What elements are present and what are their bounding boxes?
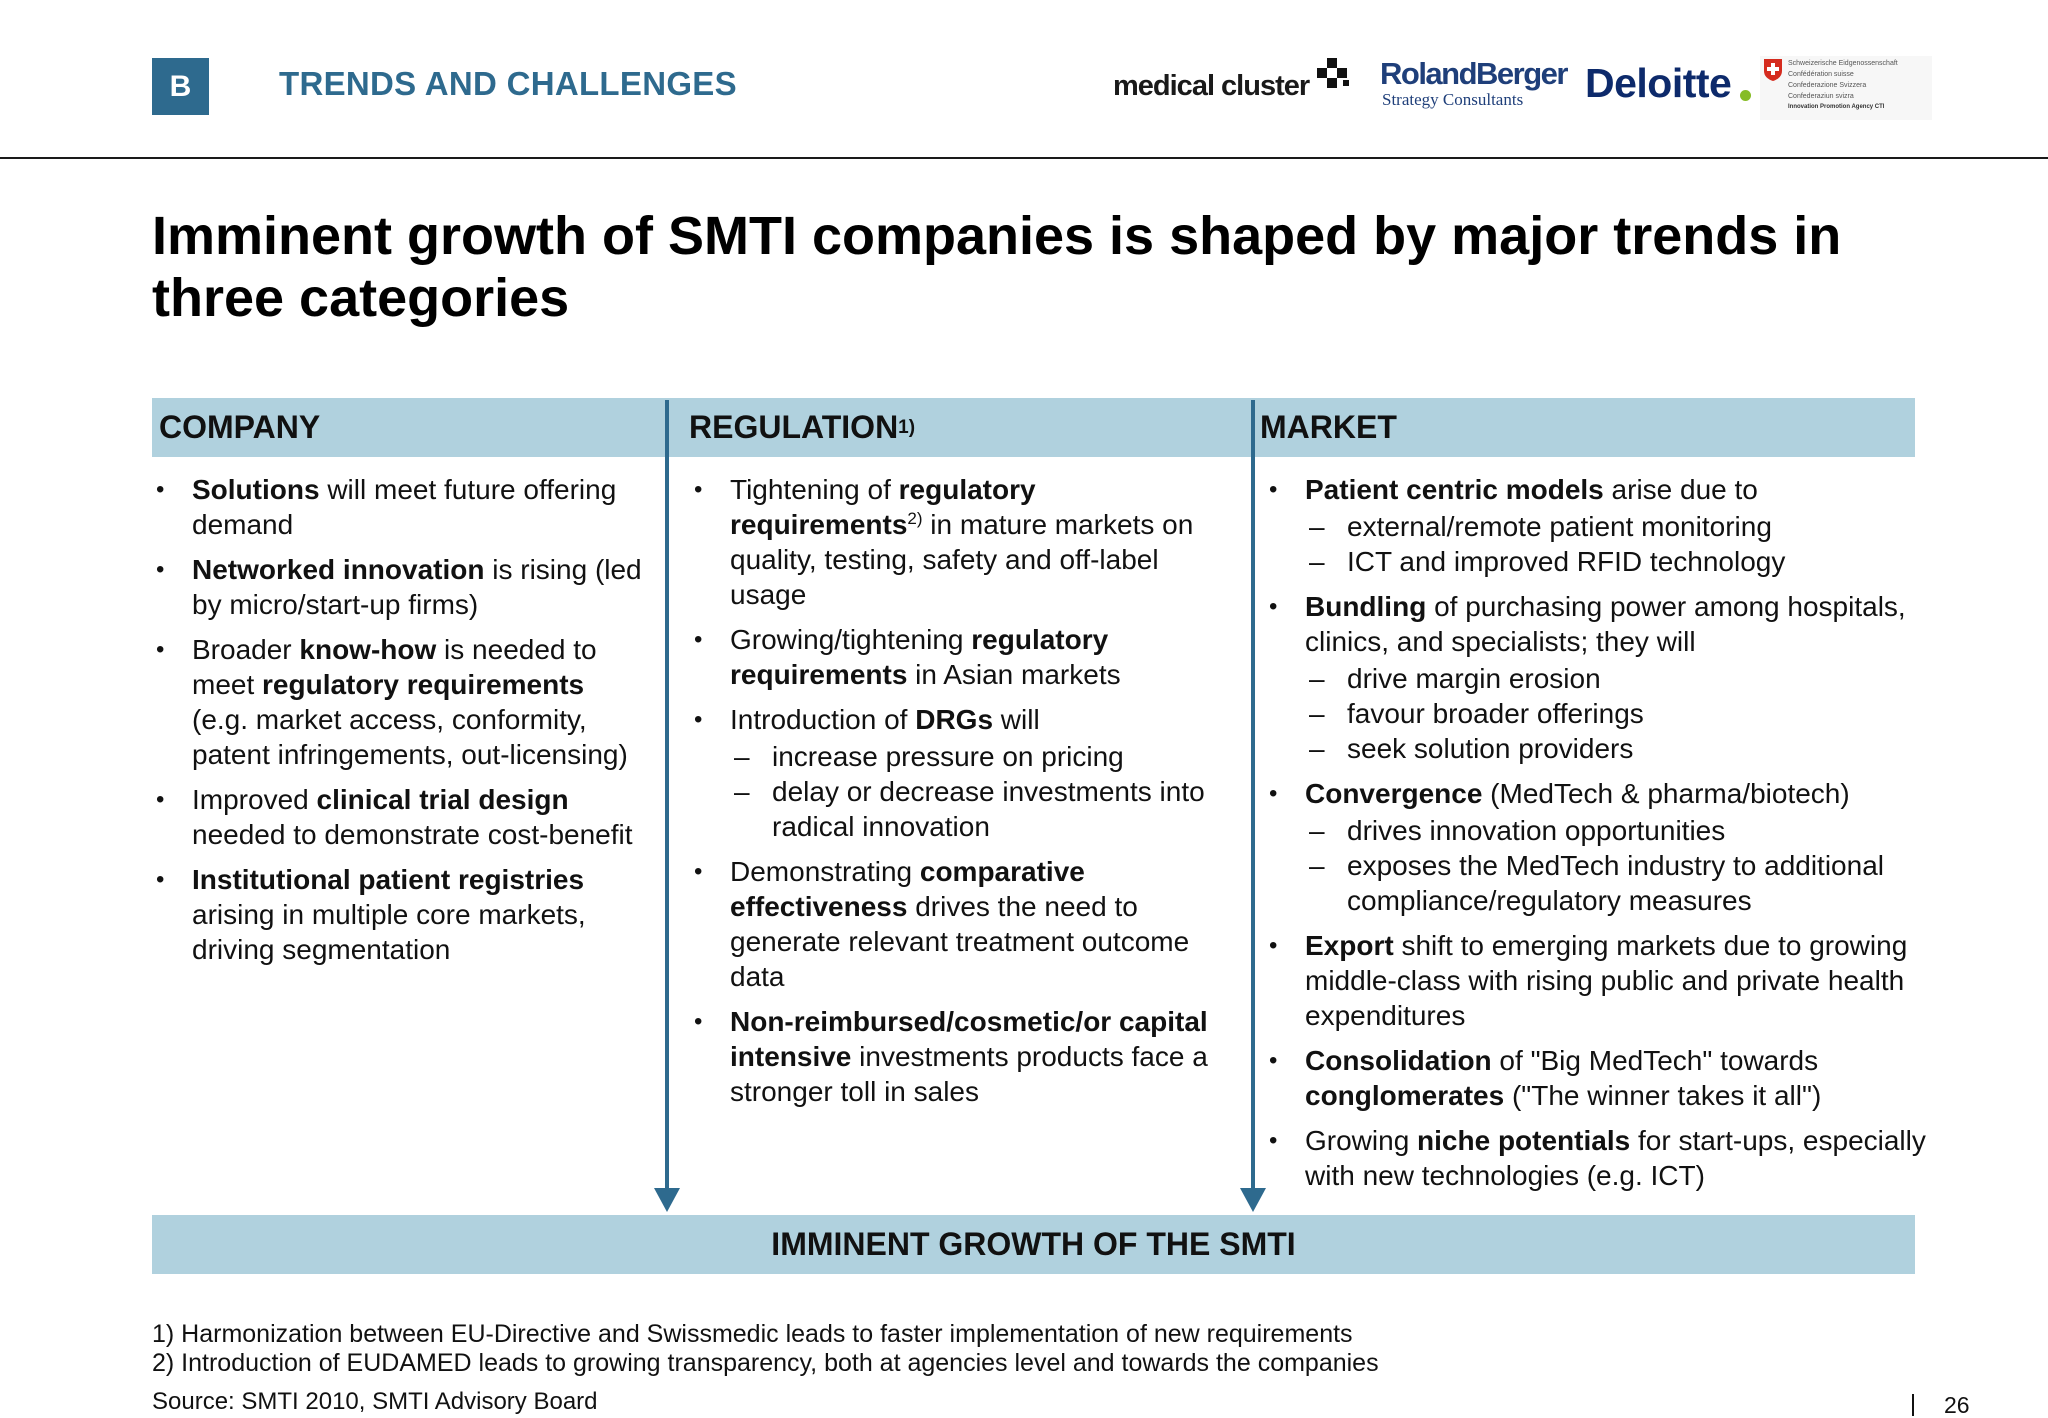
roland-berger-logo-name: RolandBerger	[1380, 56, 1568, 91]
bullet-item: Solutions will meet future offering dema…	[152, 472, 647, 542]
market-column: Patient centric models arise due to exte…	[1265, 472, 1930, 1203]
growth-band: IMMINENT GROWTH OF THE SMTI	[152, 1215, 1915, 1274]
bullet-item: Improved clinical trial design needed to…	[152, 782, 647, 852]
swiss-confederation-logo: Schweizerische Eidgenossenschaft Confédé…	[1760, 56, 1932, 120]
bullet-item: Non-reimbursed/cosmetic/or capital inten…	[690, 1004, 1230, 1109]
page-number: 26	[1944, 1392, 1970, 1418]
swiss-cross-icon	[1764, 59, 1782, 81]
sub-bullet-item: increase pressure on pricing	[730, 739, 1230, 774]
arrow-down-icon	[1240, 400, 1266, 1212]
deloitte-logo: Deloitte	[1585, 58, 1760, 108]
bullet-item: Patient centric models arise due to exte…	[1265, 472, 1930, 579]
regulation-column-heading: REGULATION 1)	[664, 398, 1250, 457]
market-column-heading: MARKET	[1250, 398, 1915, 457]
sub-bullet-item: delay or decrease investments into radic…	[730, 774, 1230, 844]
sub-bullet-item: drives innovation opportunities	[1305, 813, 1930, 848]
footnote-1: 1) Harmonization between EU-Directive an…	[152, 1320, 1353, 1348]
sub-bullet-item: exposes the MedTech industry to addition…	[1305, 848, 1930, 918]
source-note: Source: SMTI 2010, SMTI Advisory Board	[152, 1388, 598, 1415]
medical-cluster-logo-text: medical cluster	[1113, 70, 1310, 102]
sub-bullet-item: seek solution providers	[1305, 731, 1930, 766]
bullet-item: Consolidation of "Big MedTech" towards c…	[1265, 1043, 1930, 1113]
company-column: Solutions will meet future offering dema…	[152, 472, 647, 977]
bullet-item: Networked innovation is rising (led by m…	[152, 552, 647, 622]
regulation-column: Tightening of regulatory requirements2) …	[690, 472, 1230, 1119]
swiss-confederation-lines: Schweizerische Eidgenossenschaft Confédé…	[1788, 60, 1898, 100]
bullet-item: Institutional patient registries arising…	[152, 862, 647, 967]
sub-bullet-item: ICT and improved RFID technology	[1305, 544, 1930, 579]
deloitte-dot-icon	[1740, 90, 1751, 101]
bullet-item: Growing niche potentials for start-ups, …	[1265, 1123, 1930, 1193]
bullet-item: Convergence (MedTech & pharma/biotech) d…	[1265, 776, 1930, 918]
medical-cluster-logo: medical cluster	[1113, 58, 1358, 108]
sub-bullet-item: external/remote patient monitoring	[1305, 509, 1930, 544]
bullet-item: Tightening of regulatory requirements2) …	[690, 472, 1230, 612]
company-column-heading: COMPANY	[152, 398, 664, 457]
bullet-item: Introduction of DRGs will increase press…	[690, 702, 1230, 844]
bullet-item: Broader know-how is needed to meet regul…	[152, 632, 647, 772]
sub-bullet-item: favour broader offerings	[1305, 696, 1930, 731]
section-badge: B	[152, 58, 209, 115]
arrow-down-icon	[654, 400, 680, 1212]
growth-band-label: IMMINENT GROWTH OF THE SMTI	[771, 1226, 1296, 1262]
cti-agency-label: Innovation Promotion Agency CTI	[1788, 104, 1885, 110]
sub-bullet-item: drive margin erosion	[1305, 661, 1930, 696]
bullet-item: Demonstrating comparative effectiveness …	[690, 854, 1230, 994]
bullet-item: Growing/tightening regulatory requiremen…	[690, 622, 1230, 692]
page-number-divider	[1912, 1394, 1914, 1416]
page-title: Imminent growth of SMTI companies is sha…	[152, 206, 1842, 328]
bullet-item: Export shift to emerging markets due to …	[1265, 928, 1930, 1033]
bullet-item: Bundling of purchasing power among hospi…	[1265, 589, 1930, 766]
deloitte-logo-text: Deloitte	[1585, 60, 1732, 106]
roland-berger-logo: RolandBerger Strategy Consultants	[1380, 56, 1568, 112]
header-divider	[0, 157, 2048, 159]
section-title: TRENDS AND CHALLENGES	[279, 65, 737, 102]
medical-cluster-mark-icon	[1317, 58, 1349, 88]
footnote-2: 2) Introduction of EUDAMED leads to grow…	[152, 1349, 1379, 1377]
roland-berger-logo-subtitle: Strategy Consultants	[1382, 90, 1524, 109]
